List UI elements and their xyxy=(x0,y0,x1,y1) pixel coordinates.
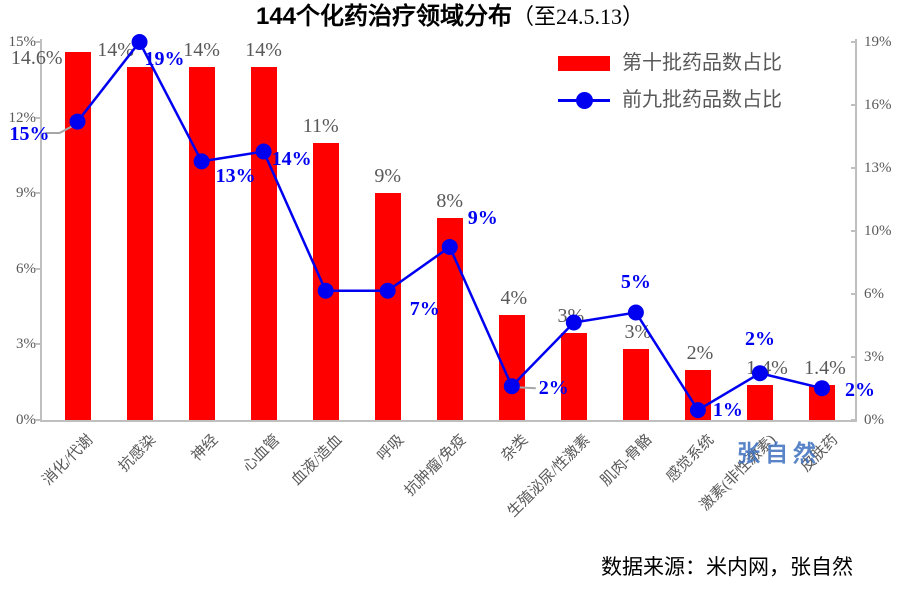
data-source-note: 数据来源：米内网，张自然 xyxy=(601,555,853,579)
line-point-marker xyxy=(814,380,830,397)
bar-value-label: 14% xyxy=(245,39,282,62)
point-value-label: 5% xyxy=(620,270,651,293)
bar-value-label: 11% xyxy=(302,114,339,137)
watermark: 张自然 xyxy=(737,441,821,466)
right-axis-tick-label: 13% xyxy=(864,160,892,176)
left-axis-tick-label: 6% xyxy=(16,260,36,277)
left-axis-tick-label: 15% xyxy=(8,34,37,50)
chart-title: 144个化药治疗领域分布（至24.5.13） xyxy=(0,3,900,31)
left-axis-tick xyxy=(35,192,41,195)
point-value-label: 14% xyxy=(271,148,312,171)
bar-value-label: 14.6% xyxy=(10,47,63,70)
bar-value-label: 8% xyxy=(436,190,464,213)
left-axis-tick xyxy=(35,116,41,119)
chart-title-main: 144个化药治疗领域分布 xyxy=(255,3,513,30)
line-point-marker xyxy=(751,365,768,382)
bar xyxy=(622,349,649,420)
chart-title-suffix: （至24.5.13） xyxy=(512,4,645,29)
point-value-label: 2% xyxy=(744,328,775,351)
right-axis-tick-label: 16% xyxy=(864,97,892,113)
left-axis-tick xyxy=(35,267,41,270)
line-point-marker xyxy=(689,402,706,419)
line-point-marker xyxy=(131,34,148,50)
right-axis-tick xyxy=(851,356,857,358)
line-series-swatch-icon xyxy=(558,91,610,109)
label-leader-line xyxy=(45,124,74,134)
point-value-label: 1% xyxy=(712,399,743,422)
right-axis-tick-label: 19% xyxy=(864,34,892,50)
point-value-label: 13% xyxy=(215,165,256,188)
bar xyxy=(746,384,773,420)
right-axis-tick-label: 0% xyxy=(864,412,884,428)
line-point-marker xyxy=(69,113,86,130)
bar-value-label: 14% xyxy=(183,39,220,62)
bar xyxy=(188,67,215,420)
legend-item-bar-series: 第十批药品数占比 xyxy=(558,52,782,74)
left-axis-tick xyxy=(35,343,41,346)
bar xyxy=(312,142,339,420)
right-axis-tick-label: 10% xyxy=(864,223,892,239)
point-value-label: 19% xyxy=(144,48,185,70)
bar-value-label: 2% xyxy=(686,341,714,364)
left-axis-tick-label: 9% xyxy=(16,185,36,202)
right-axis-tick xyxy=(851,167,857,169)
legend: 第十批药品数占比 前九批药品数占比 xyxy=(558,52,782,111)
left-axis-tick-label: 12% xyxy=(8,109,37,126)
line-point-marker xyxy=(627,304,644,321)
right-axis-tick xyxy=(851,41,857,43)
line-point-marker xyxy=(193,153,210,170)
right-axis-tick-label: 6% xyxy=(864,286,884,302)
legend-line-series-label: 前九批药品数占比 xyxy=(622,89,782,111)
right-axis-tick xyxy=(851,419,857,421)
point-value-label: 9% xyxy=(467,206,498,229)
line-point-marker xyxy=(255,143,272,160)
line-point-marker xyxy=(441,238,458,255)
bar xyxy=(374,193,401,420)
point-value-label: 7% xyxy=(409,297,440,320)
line-point-marker xyxy=(503,378,520,395)
left-axis-tick-label: 3% xyxy=(16,336,36,353)
right-axis-tick xyxy=(851,293,857,295)
legend-bar-series-label: 第十批药品数占比 xyxy=(622,52,782,74)
legend-item-line-series: 前九批药品数占比 xyxy=(558,89,782,111)
bar-value-label: 14% xyxy=(97,39,134,62)
bar-value-label: 4% xyxy=(500,287,528,310)
bar xyxy=(560,333,587,420)
left-axis-tick-label: 0% xyxy=(16,412,36,428)
left-axis-tick xyxy=(35,419,41,421)
y-axis-left xyxy=(40,39,42,421)
point-value-label: 2% xyxy=(845,379,875,402)
bar-series-swatch-icon xyxy=(558,55,610,71)
line-point-marker xyxy=(317,282,334,299)
x-axis xyxy=(40,420,857,422)
bar xyxy=(126,67,153,420)
bar-value-label: 1.4% xyxy=(804,356,846,379)
bar xyxy=(250,67,277,420)
right-axis-tick-label: 3% xyxy=(864,349,884,365)
right-axis-tick xyxy=(851,230,857,232)
line-point-marker xyxy=(379,282,396,299)
bar xyxy=(64,52,91,420)
line-point-marker xyxy=(565,314,582,331)
right-axis-tick xyxy=(851,104,857,106)
point-value-label: 15% xyxy=(9,122,50,145)
left-axis-tick xyxy=(35,41,41,43)
point-value-label: 2% xyxy=(538,377,569,400)
bar-value-label: 9% xyxy=(374,165,402,188)
label-leader-line xyxy=(516,386,536,390)
